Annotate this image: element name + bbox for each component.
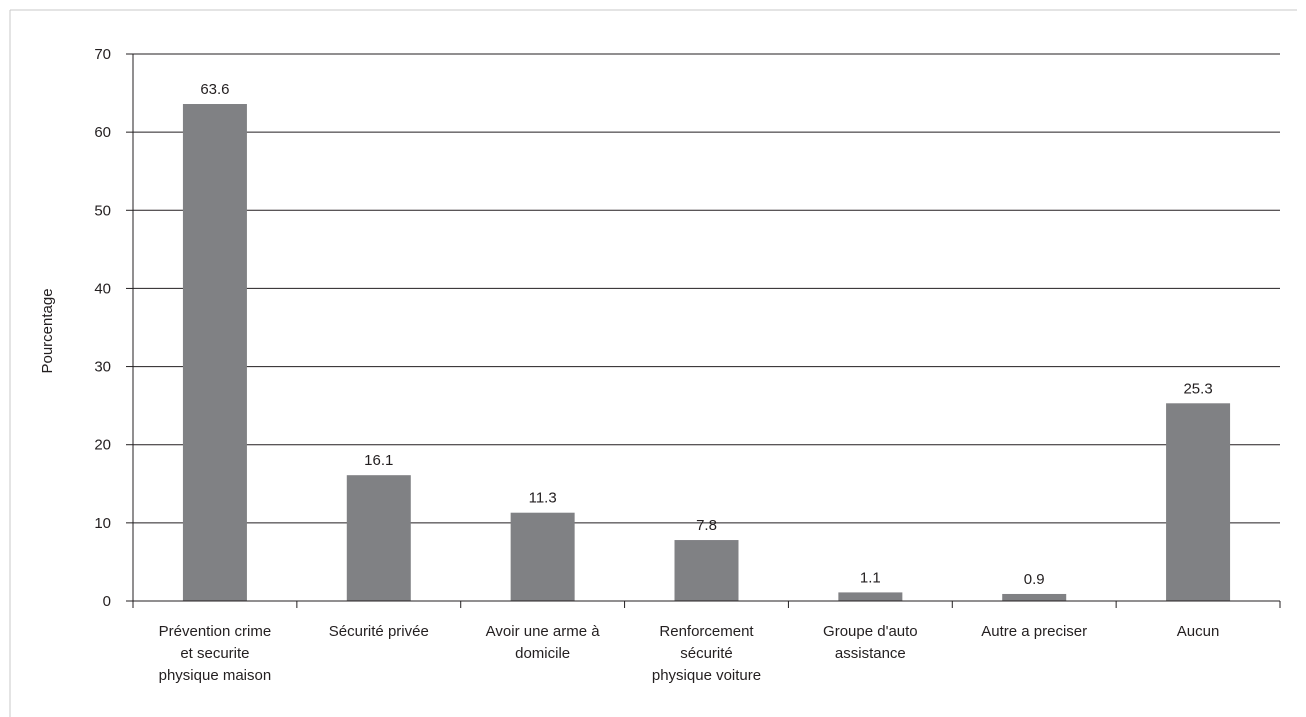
bar-value-label: 11.3: [529, 490, 557, 507]
x-category-label: Autre a preciser: [981, 623, 1087, 640]
bar: [838, 592, 903, 601]
y-tick-label: 60: [94, 124, 111, 141]
y-axis-ticks: 0 10 20 30 40 50 60 70: [94, 46, 134, 610]
x-category-label: Sécurité privée: [329, 623, 429, 640]
y-tick-label: 30: [94, 359, 111, 376]
y-tick-label: 70: [94, 46, 111, 63]
bar: [510, 512, 575, 601]
x-category-label: Prévention crime et securite physique mais…: [159, 623, 272, 684]
data-labels: 63.6 16.1 11.3 7.8 1.1 0.9 25.3: [200, 81, 1212, 588]
y-tick-label: 10: [94, 515, 111, 532]
y-axis-title: Pourcentage: [39, 288, 56, 373]
bar: [1166, 403, 1231, 601]
x-category-label: Aucun: [1177, 623, 1220, 640]
bar: [182, 104, 247, 602]
x-category-label: Avoir une arme à domicile: [486, 623, 601, 662]
y-tick-label: 40: [94, 280, 111, 297]
x-category-label: Groupe d'auto assistance: [823, 623, 918, 662]
bar-value-label: 16.1: [364, 452, 393, 469]
y-tick-label: 20: [94, 437, 111, 454]
bar: [1002, 593, 1067, 601]
gridlines: [133, 53, 1280, 524]
bar-value-label: 0.9: [1024, 571, 1045, 588]
y-tick-label: 0: [103, 593, 111, 610]
bar-value-label: 25.3: [1183, 380, 1212, 397]
bar: [346, 475, 411, 601]
y-tick-label: 50: [94, 202, 111, 219]
bar-value-label: 1.1: [860, 569, 881, 586]
chart-frame: [9, 9, 1297, 717]
bar: [674, 540, 739, 601]
x-axis: [132, 600, 1281, 608]
bar-value-label: 7.8: [696, 517, 717, 534]
x-axis-category-labels: Prévention crime et securite physique mais…: [159, 623, 1220, 684]
bars: [182, 104, 1231, 602]
bar-value-label: 63.6: [200, 81, 229, 98]
x-category-label: Renforcement sécurité physique voiture: [652, 623, 761, 684]
